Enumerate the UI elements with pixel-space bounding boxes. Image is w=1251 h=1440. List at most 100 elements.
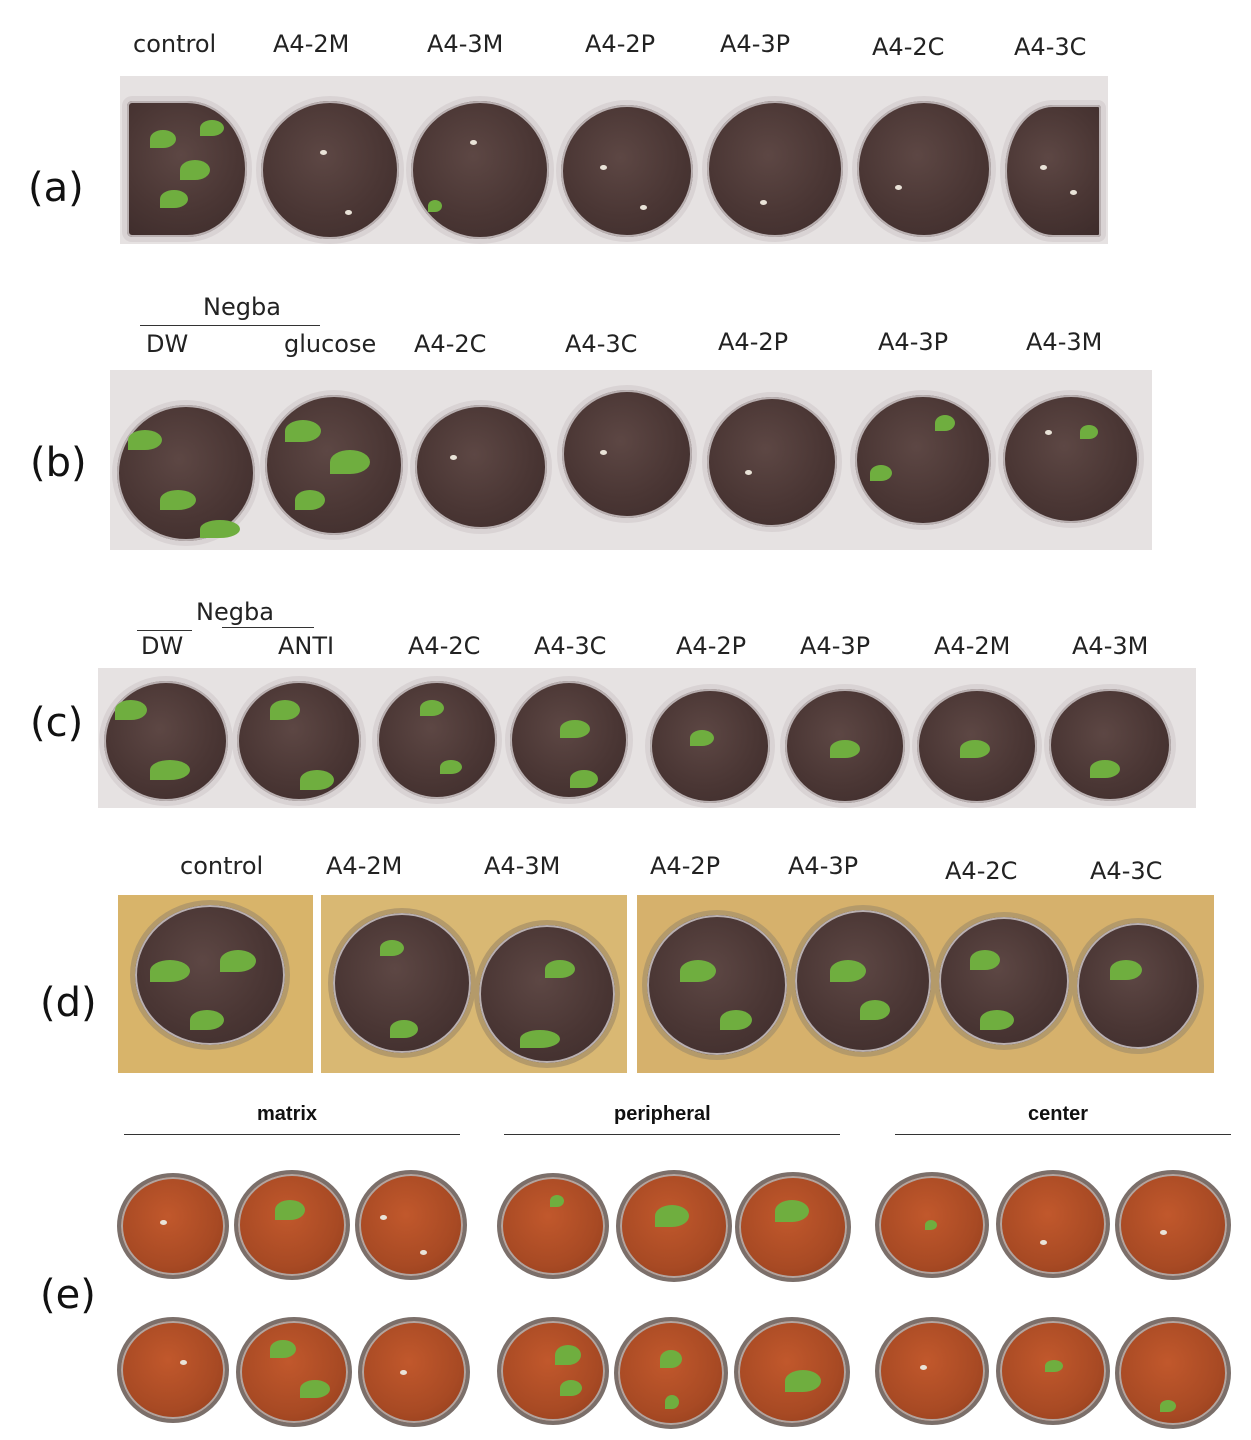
panel-c-dish-anti bbox=[232, 676, 366, 806]
panel-a-label-a4-2c: A4-2C bbox=[872, 33, 945, 61]
seedling-icon bbox=[270, 1340, 296, 1358]
panel-e-dish-center-2 bbox=[996, 1170, 1110, 1278]
panel-e-dish-center-1 bbox=[875, 1172, 989, 1278]
seed bbox=[1160, 1230, 1167, 1235]
seedling-icon bbox=[570, 770, 598, 788]
seedling-icon bbox=[680, 960, 716, 982]
seedling-icon bbox=[655, 1205, 689, 1227]
panel-e-dish-matrix-1 bbox=[117, 1173, 229, 1279]
seedling-icon bbox=[980, 1010, 1014, 1030]
seedling-icon bbox=[150, 130, 176, 148]
seedling-icon bbox=[1160, 1400, 1176, 1412]
panel-e-dish-matrix-2 bbox=[234, 1170, 350, 1280]
panel-c-dish-a4-2c bbox=[372, 676, 502, 804]
panel-e-dish-matrix-5 bbox=[236, 1317, 352, 1427]
panel-c-label-anti: ANTI bbox=[278, 632, 335, 660]
panel-b-label-dw: DW bbox=[146, 330, 189, 358]
panel-e-line-center bbox=[895, 1134, 1231, 1135]
panel-a-dish-a4-2m bbox=[256, 96, 404, 244]
panel-d-label-a4-2m: A4-2M bbox=[326, 852, 403, 880]
panel-a-dish-a4-3p bbox=[702, 96, 848, 242]
seedling-icon bbox=[660, 1350, 682, 1368]
seed bbox=[470, 140, 477, 145]
panel-c-label-a4-3p: A4-3P bbox=[800, 632, 871, 660]
panel-a-label-a4-2p: A4-2P bbox=[585, 30, 656, 58]
panel-c-group-line-right bbox=[222, 627, 314, 628]
panel-b-dish-a4-2p bbox=[702, 392, 842, 532]
panel-b-group-line bbox=[140, 325, 320, 326]
seedling-icon bbox=[180, 160, 210, 180]
panel-b-label-a4-3c: A4-3C bbox=[565, 330, 638, 358]
seedling-icon bbox=[115, 700, 147, 720]
panel-c-label-a4-2c: A4-2C bbox=[408, 632, 481, 660]
panel-b-label-a4-2p: A4-2P bbox=[718, 328, 789, 356]
panel-e-dish-center-3 bbox=[1115, 1170, 1231, 1280]
seedling-icon bbox=[275, 1200, 305, 1220]
seedling-icon bbox=[330, 450, 370, 474]
panel-b-label-glucose: glucose bbox=[284, 330, 377, 358]
panel-c-dish-a4-2p bbox=[645, 684, 775, 808]
seedling-icon bbox=[150, 760, 190, 780]
panel-e-group-peripheral: peripheral bbox=[614, 1103, 711, 1125]
panel-e-line-matrix bbox=[124, 1134, 460, 1135]
seedling-icon bbox=[785, 1370, 821, 1392]
seedling-icon bbox=[690, 730, 714, 746]
seedling-icon bbox=[128, 430, 162, 450]
seedling-icon bbox=[270, 700, 300, 720]
seedling-icon bbox=[665, 1395, 679, 1409]
panel-d-dish-a4-2c bbox=[934, 912, 1074, 1050]
seedling-icon bbox=[550, 1195, 564, 1207]
seed bbox=[745, 470, 752, 475]
panel-c-dish-a4-2m bbox=[912, 684, 1042, 808]
seedling-icon bbox=[200, 520, 240, 538]
seed bbox=[895, 185, 902, 190]
seed bbox=[640, 205, 647, 210]
seedling-icon bbox=[428, 200, 442, 212]
panel-e-dish-matrix-3 bbox=[355, 1170, 467, 1280]
panel-e-label: (e) bbox=[40, 1272, 96, 1318]
panel-b-dish-a4-3m bbox=[998, 390, 1144, 528]
seedling-icon bbox=[860, 1000, 890, 1020]
panel-c-label-dw: DW bbox=[141, 632, 184, 660]
panel-b-label: (b) bbox=[30, 440, 87, 486]
panel-c-group-line-left bbox=[137, 630, 192, 631]
seedling-icon bbox=[935, 415, 955, 431]
seedling-icon bbox=[440, 760, 462, 774]
panel-c-label-a4-2m: A4-2M bbox=[934, 632, 1011, 660]
panel-c-label-a4-2p: A4-2P bbox=[676, 632, 747, 660]
seedling-icon bbox=[300, 1380, 330, 1398]
seedling-icon bbox=[300, 770, 334, 790]
seedling-icon bbox=[870, 465, 892, 481]
panel-d-label-a4-3p: A4-3P bbox=[788, 852, 859, 880]
panel-e-dish-peripheral-5 bbox=[614, 1317, 728, 1429]
panel-b-dish-a4-3c bbox=[557, 385, 697, 523]
seedling-icon bbox=[160, 490, 196, 510]
panel-a-label-a4-3m: A4-3M bbox=[427, 30, 504, 58]
panel-d-dish-a4-2p bbox=[642, 910, 792, 1060]
panel-a-dish-a4-3m bbox=[406, 96, 554, 244]
seedling-icon bbox=[220, 950, 256, 972]
panel-e-dish-peripheral-4 bbox=[497, 1317, 609, 1425]
panel-b-label-a4-2c: A4-2C bbox=[414, 330, 487, 358]
seedling-icon bbox=[560, 720, 590, 738]
panel-c-label-a4-3m: A4-3M bbox=[1072, 632, 1149, 660]
panel-e-dish-peripheral-3 bbox=[735, 1172, 851, 1282]
panel-b-label-a4-3p: A4-3P bbox=[878, 328, 949, 356]
panel-e-dish-center-4 bbox=[875, 1317, 989, 1425]
panel-d-label-a4-2c: A4-2C bbox=[945, 857, 1018, 885]
panel-b-group-negba: Negba bbox=[203, 293, 281, 321]
panel-a-label: (a) bbox=[28, 165, 84, 211]
panel-d-label-a4-3m: A4-3M bbox=[484, 852, 561, 880]
seedling-icon bbox=[190, 1010, 224, 1030]
panel-c-group-negba: Negba bbox=[196, 598, 274, 626]
seedling-icon bbox=[1045, 1360, 1063, 1372]
seed bbox=[380, 1215, 387, 1220]
seedling-icon bbox=[1080, 425, 1098, 439]
seed bbox=[600, 165, 607, 170]
panel-a-label-control: control bbox=[133, 30, 217, 58]
seedling-icon bbox=[720, 1010, 752, 1030]
panel-e-dish-matrix-4 bbox=[117, 1317, 229, 1423]
panel-a-dish-a4-2p bbox=[556, 100, 698, 242]
seedling-icon bbox=[830, 740, 860, 758]
seed bbox=[160, 1220, 167, 1225]
